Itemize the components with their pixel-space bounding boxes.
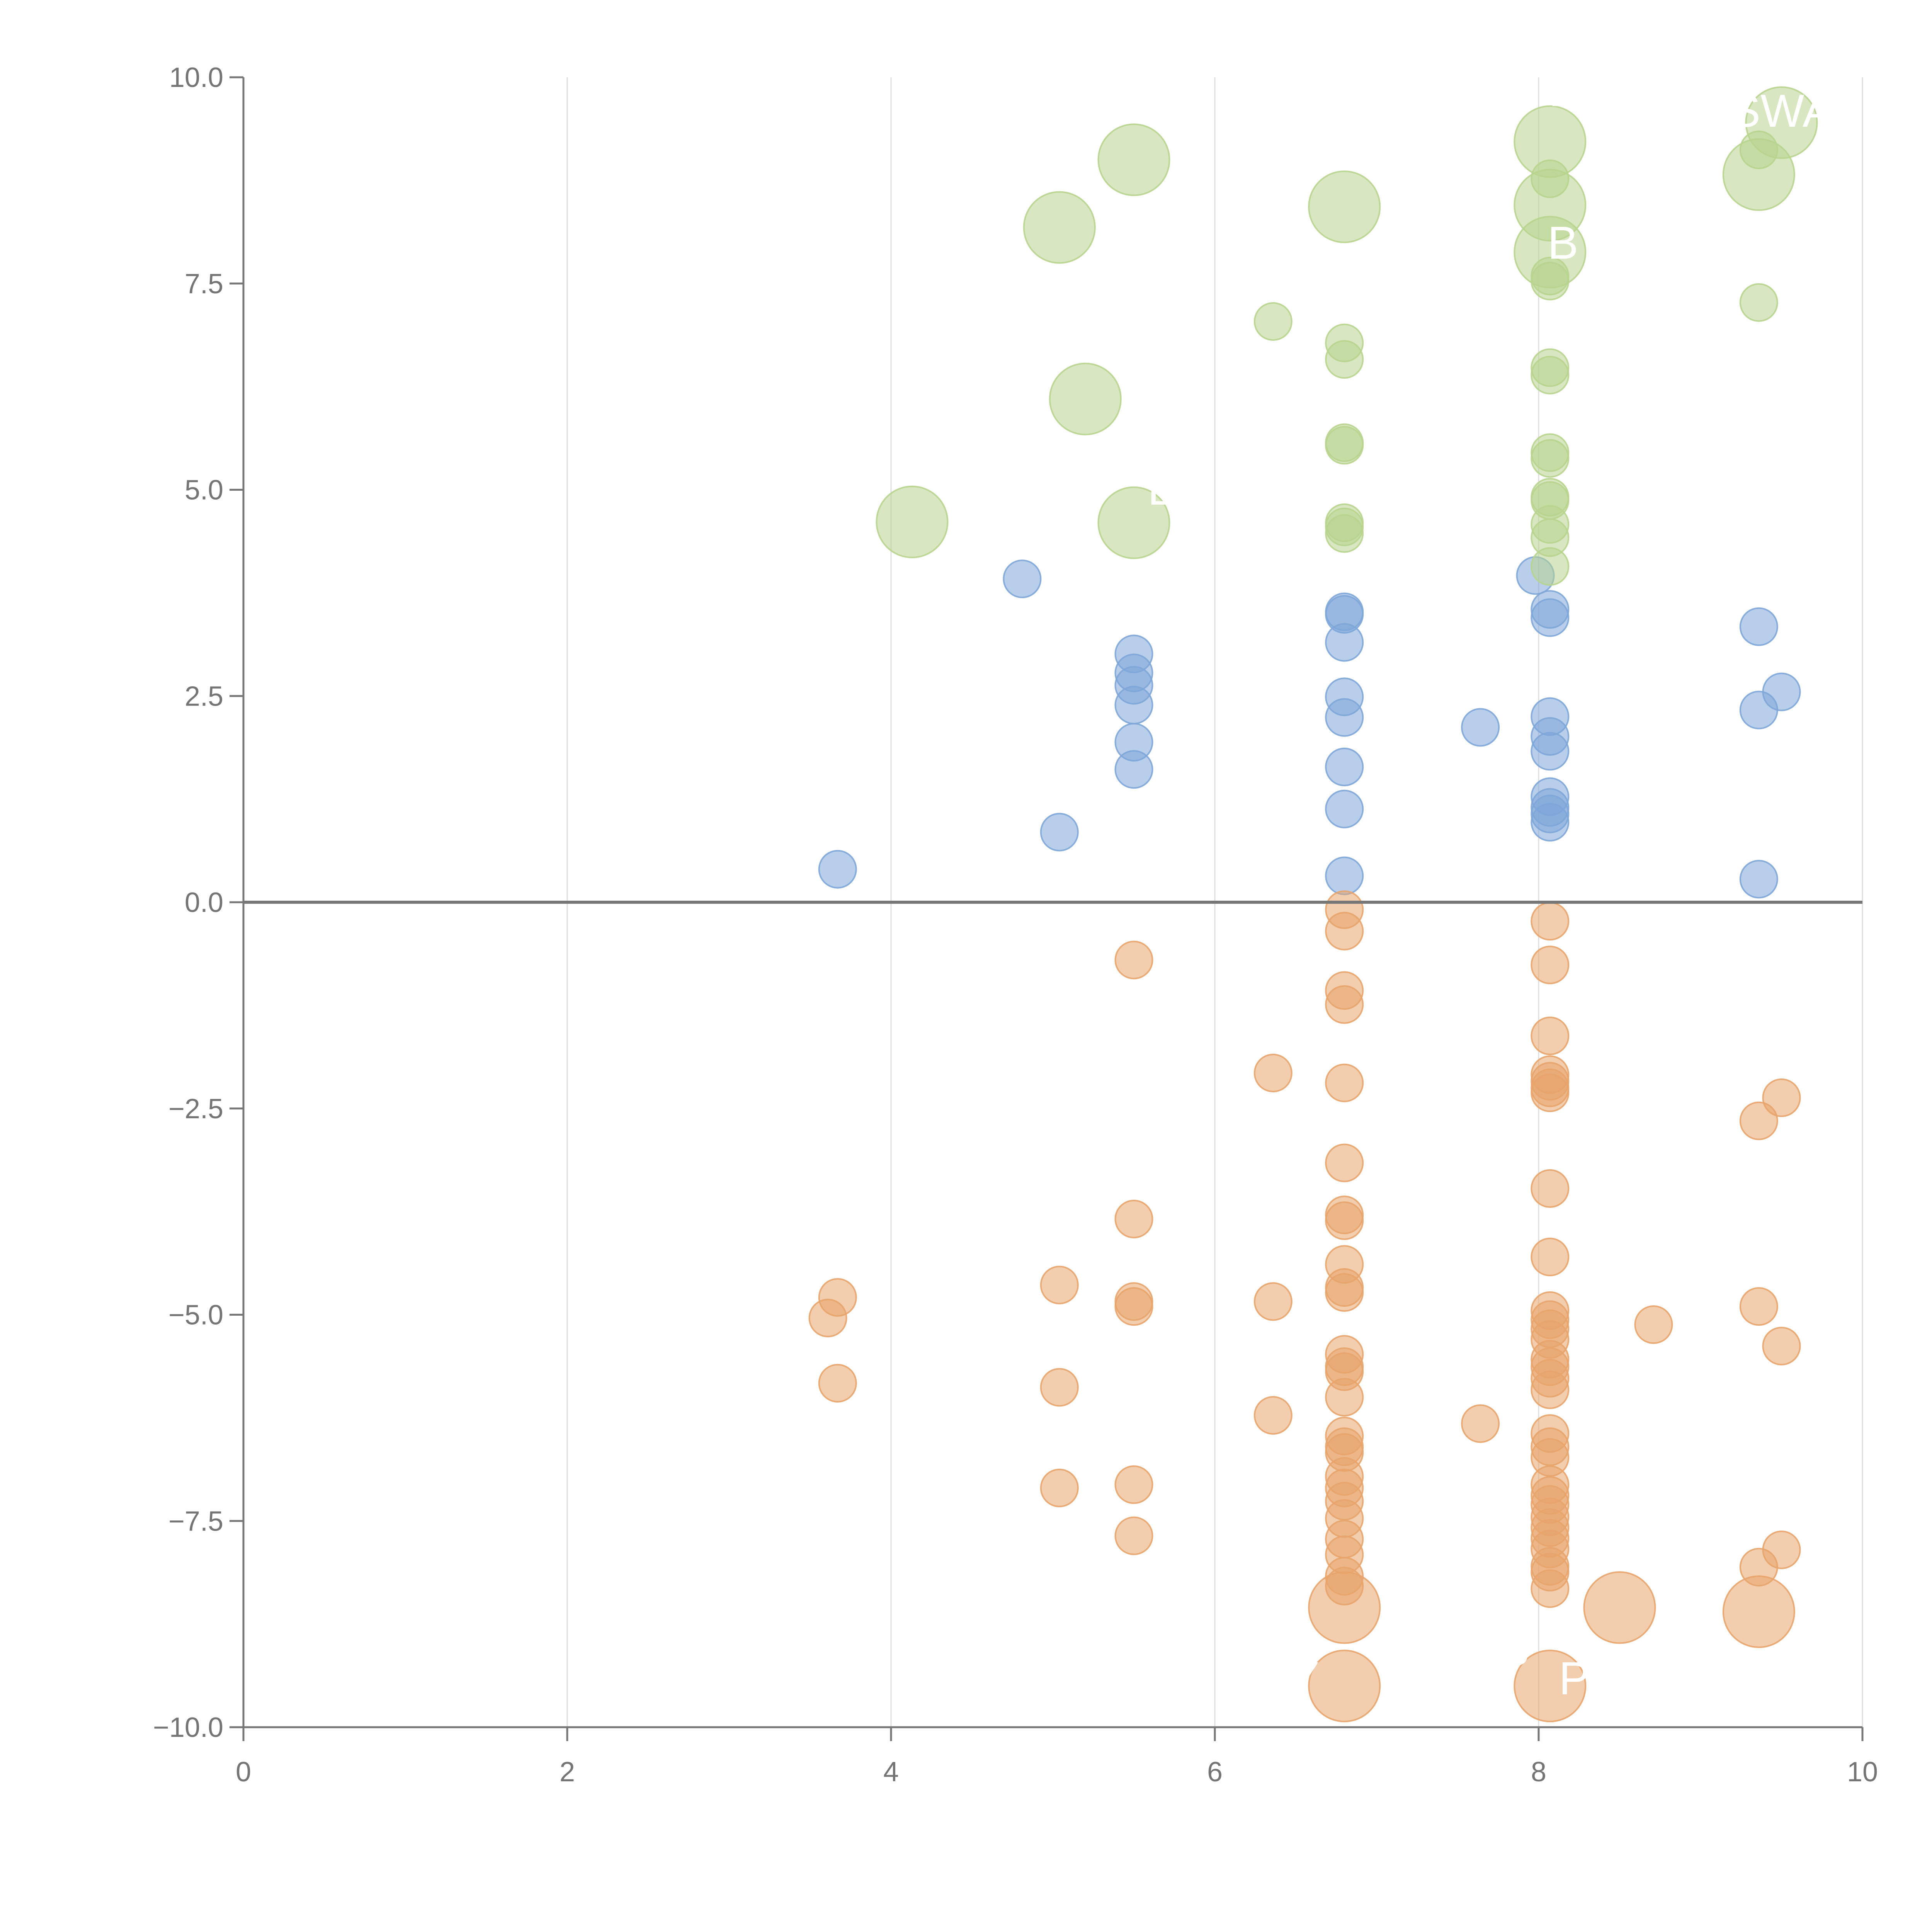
data-point <box>1308 1571 1381 1644</box>
data-point <box>1514 216 1587 289</box>
data-point <box>1003 560 1042 599</box>
data-point <box>1739 283 1778 322</box>
data-point <box>1531 598 1570 637</box>
data-point <box>1040 1368 1079 1407</box>
data-point <box>1253 302 1293 341</box>
data-point <box>1762 1530 1801 1569</box>
data-point <box>1583 1571 1656 1644</box>
data-point <box>1461 1404 1500 1443</box>
data-point <box>1325 1201 1364 1240</box>
data-point <box>1531 902 1570 941</box>
y-tick-label: 2.5 <box>185 681 223 712</box>
point-label: SWA <box>1730 85 1833 137</box>
point-label: Y <box>1288 1653 1319 1704</box>
y-tick-label: 7.5 <box>185 269 223 299</box>
data-point <box>1325 985 1364 1024</box>
data-point <box>1114 1287 1153 1326</box>
y-tick-label: 0.0 <box>185 887 223 918</box>
data-point <box>876 485 949 558</box>
data-point <box>1531 547 1570 586</box>
point-labels: A B SWA Y P P B <box>1148 65 1833 1704</box>
data-point <box>1114 1199 1153 1238</box>
point-label: B <box>1548 217 1578 269</box>
data-point <box>818 1364 857 1403</box>
x-tick-label: 10 <box>1847 1757 1878 1787</box>
axes: −10.0 −7.5 −5.0 −2.5 0.0 2.5 5.0 7.5 10.0 0 2 4 6 8 10 <box>153 62 1878 1787</box>
data-point <box>1325 747 1364 786</box>
data-point <box>1114 750 1153 789</box>
x-tick-label: 4 <box>883 1757 899 1787</box>
data-point <box>1722 1575 1795 1648</box>
data-point <box>1040 1265 1079 1304</box>
data-point <box>1114 1516 1153 1555</box>
data-point <box>1097 123 1170 196</box>
data-point <box>1531 1569 1570 1608</box>
data-point <box>1531 439 1570 478</box>
data-point <box>818 850 857 889</box>
data-point <box>1325 912 1364 951</box>
data-point <box>1531 946 1570 985</box>
data-point <box>1023 191 1096 264</box>
data-point <box>1531 1169 1570 1208</box>
x-tick-label: 6 <box>1207 1757 1223 1787</box>
data-point <box>1325 856 1364 895</box>
data-point <box>1531 1016 1570 1055</box>
point-label: A <box>1552 65 1583 116</box>
data-point <box>1308 170 1381 243</box>
y-tick-label: 5.0 <box>185 475 223 506</box>
data-point <box>1097 486 1170 559</box>
y-tick-label: −7.5 <box>168 1506 223 1537</box>
data-point <box>1739 860 1778 899</box>
y-tick-label: −5.0 <box>168 1300 223 1331</box>
data-point <box>1325 698 1364 737</box>
x-tick-label: 0 <box>236 1757 251 1787</box>
data-point <box>1253 1053 1293 1092</box>
data-point <box>1762 672 1801 711</box>
data-point <box>1114 685 1153 724</box>
data-point <box>1040 813 1079 852</box>
data-point <box>1114 940 1153 980</box>
data-point <box>1325 789 1364 828</box>
data-point <box>1634 1305 1673 1344</box>
data-point <box>1325 514 1364 553</box>
data-point <box>1114 1465 1153 1504</box>
data-point <box>1739 1287 1778 1326</box>
data-point <box>1531 1073 1570 1112</box>
data-point <box>1308 1650 1381 1723</box>
data-point <box>1461 708 1500 747</box>
data-point <box>1325 426 1364 465</box>
point-label: B <box>1148 463 1179 515</box>
point-label: P <box>1559 1653 1590 1704</box>
data-point <box>1762 1327 1801 1366</box>
x-tick-label: 2 <box>560 1757 575 1787</box>
data-point <box>1325 1378 1364 1417</box>
data-point <box>1531 1370 1570 1409</box>
data-point <box>818 1278 857 1317</box>
data-point <box>1531 732 1570 771</box>
y-tick-label: −2.5 <box>168 1094 223 1124</box>
data-point <box>1531 1238 1570 1277</box>
data-point <box>1040 1468 1079 1507</box>
y-tick-label: −10.0 <box>153 1712 223 1743</box>
data-point <box>1325 623 1364 662</box>
data-point <box>1325 340 1364 379</box>
y-tick-label: 10.0 <box>169 62 223 93</box>
data-points <box>808 86 1818 1723</box>
point-label: P <box>1499 1636 1530 1688</box>
data-point <box>1049 362 1122 435</box>
x-tick-label: 8 <box>1531 1757 1546 1787</box>
data-point <box>1325 1143 1364 1182</box>
data-point <box>1531 355 1570 395</box>
data-point <box>1253 1282 1293 1321</box>
data-point <box>1745 86 1818 159</box>
data-point <box>1514 105 1587 178</box>
data-point <box>1253 1396 1293 1435</box>
data-point <box>1325 1273 1364 1312</box>
data-point <box>1514 1650 1587 1723</box>
data-point <box>1531 803 1570 842</box>
data-point <box>1739 607 1778 646</box>
data-point <box>1762 1078 1801 1117</box>
data-point <box>1325 1063 1364 1102</box>
